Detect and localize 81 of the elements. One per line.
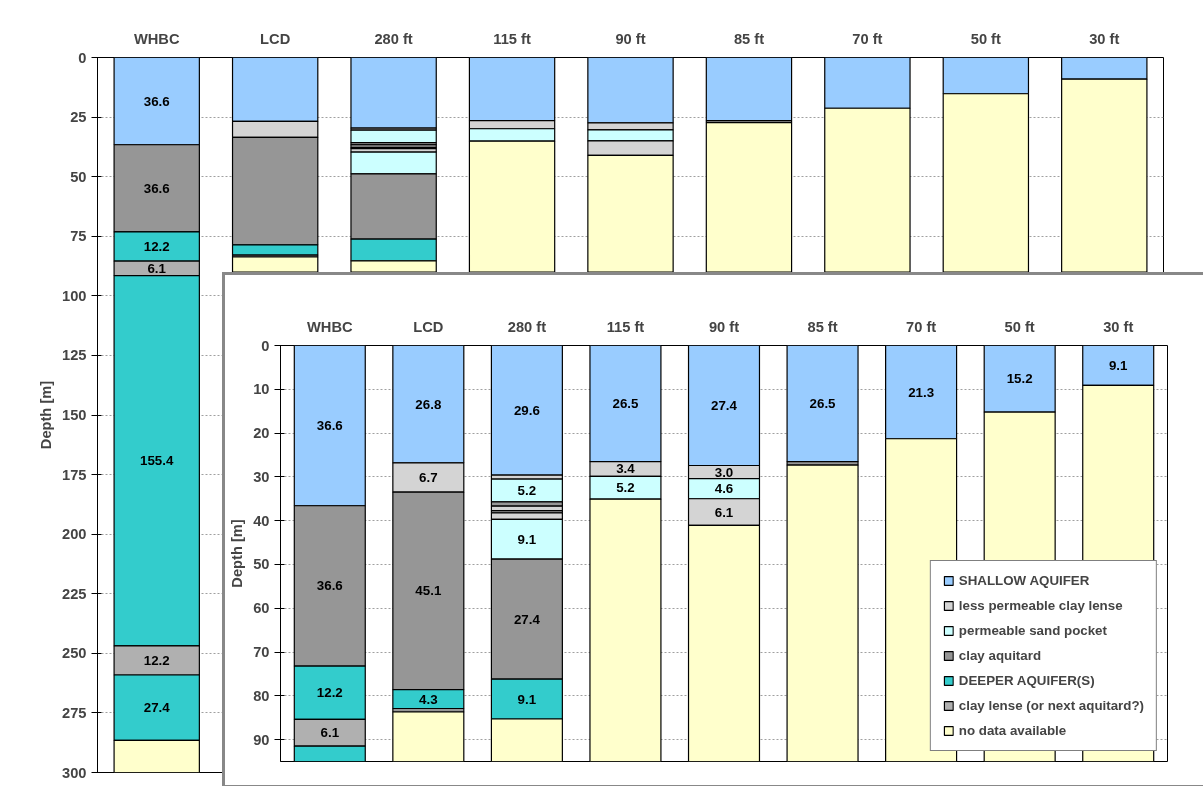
- data-label: 12.2: [316, 685, 343, 701]
- data-label: 29.6: [513, 402, 540, 418]
- data-label: 26.8: [415, 396, 442, 412]
- x-tick-label: 90 ft: [615, 30, 646, 47]
- data-label: 3.4: [616, 461, 636, 477]
- data-label: 26.5: [612, 396, 639, 412]
- y-tick-label: 200: [62, 526, 87, 543]
- data-label: 3.0: [714, 464, 734, 480]
- data-label: 45.1: [415, 583, 442, 599]
- x-tick-label: LCD: [260, 30, 291, 47]
- x-tick-label: 30 ft: [1089, 30, 1120, 47]
- x-tick-label: 115 ft: [606, 318, 645, 335]
- x-tick-label: 90 ft: [708, 318, 740, 335]
- data-label: 9.1: [517, 531, 537, 547]
- data-label: 36.6: [316, 578, 343, 594]
- data-label: 36.6: [316, 418, 343, 434]
- data-label: 9.1: [1108, 357, 1129, 373]
- data-label: 5.2: [517, 482, 537, 498]
- x-tick-label: WHBC: [133, 30, 180, 47]
- legend-label: clay lense (or next aquitard?): [958, 698, 1144, 713]
- data-label: 155.4: [140, 453, 174, 469]
- y-axis-title: Depth [m]: [38, 380, 55, 450]
- y-tick-label: 125: [62, 347, 87, 364]
- legend-label: permeable sand pocket: [958, 623, 1107, 638]
- y-tick-label: 250: [62, 645, 87, 662]
- y-tick-label: 150: [62, 407, 87, 423]
- x-tick-label: 50 ft: [1004, 318, 1035, 335]
- data-label: 6.7: [419, 470, 438, 486]
- y-tick-label: 300: [62, 764, 87, 781]
- data-label: 27.4: [711, 397, 738, 413]
- y-tick-label: 225: [62, 585, 87, 602]
- y-tick-label: 60: [253, 600, 270, 617]
- data-label: 4.6: [714, 481, 734, 497]
- data-label: 36.6: [143, 93, 170, 109]
- data-label: 6.1: [320, 725, 340, 741]
- y-tick-label: 75: [70, 228, 87, 245]
- x-tick-label: 70 ft: [906, 318, 937, 335]
- y-tick-label: 175: [62, 466, 87, 483]
- y-tick-label: 50: [70, 168, 87, 185]
- y-tick-label: 0: [78, 49, 87, 66]
- x-tick-label: WHBC: [306, 318, 353, 335]
- y-tick-label: 10: [253, 381, 270, 398]
- data-label: 5.2: [616, 480, 635, 496]
- data-label: 6.1: [147, 260, 167, 276]
- y-tick-label: 25: [70, 109, 87, 126]
- legend-label: less permeable clay lense: [958, 598, 1123, 613]
- data-label: 4.3: [419, 691, 438, 707]
- data-label: 6.1: [714, 504, 734, 520]
- x-tick-label: 280 ft: [507, 318, 547, 335]
- data-label: 12.2: [143, 239, 170, 254]
- y-tick-label: 275: [62, 704, 87, 721]
- x-tick-label: LCD: [413, 318, 444, 335]
- x-tick-label: 70 ft: [852, 30, 883, 47]
- x-tick-label: 115 ft: [493, 30, 531, 47]
- y-tick-label: 50: [253, 556, 270, 573]
- data-label: 21.3: [908, 384, 935, 400]
- x-tick-label: 30 ft: [1103, 318, 1134, 335]
- x-tick-label: 50 ft: [970, 30, 1002, 47]
- data-label: 27.4: [143, 700, 171, 716]
- data-label: 12.2: [143, 652, 170, 668]
- x-tick-label: 85 ft: [733, 30, 765, 47]
- y-tick-label: 90: [253, 731, 270, 748]
- data-label: 27.4: [513, 611, 541, 627]
- y-tick-label: 0: [261, 337, 270, 354]
- x-tick-label: 280 ft: [374, 30, 413, 47]
- data-label: 9.1: [517, 691, 537, 707]
- legend-label: no data available: [958, 723, 1067, 738]
- legend-label: SHALLOW AQUIFER: [958, 573, 1090, 588]
- y-tick-label: 30: [253, 468, 270, 485]
- data-label: 26.5: [809, 396, 837, 412]
- y-tick-label: 70: [253, 644, 270, 661]
- legend-label: clay aquitard: [958, 648, 1042, 663]
- y-axis-title: Depth [m]: [229, 519, 246, 588]
- y-tick-label: 100: [62, 287, 87, 304]
- y-tick-label: 20: [253, 425, 270, 442]
- data-label: 15.2: [1006, 371, 1033, 387]
- y-tick-label: 80: [253, 687, 270, 704]
- legend-label: DEEPER AQUIFER(S): [958, 673, 1095, 688]
- y-tick-label: 40: [253, 512, 270, 529]
- data-label: 36.6: [143, 180, 170, 196]
- x-tick-label: 85 ft: [807, 318, 838, 335]
